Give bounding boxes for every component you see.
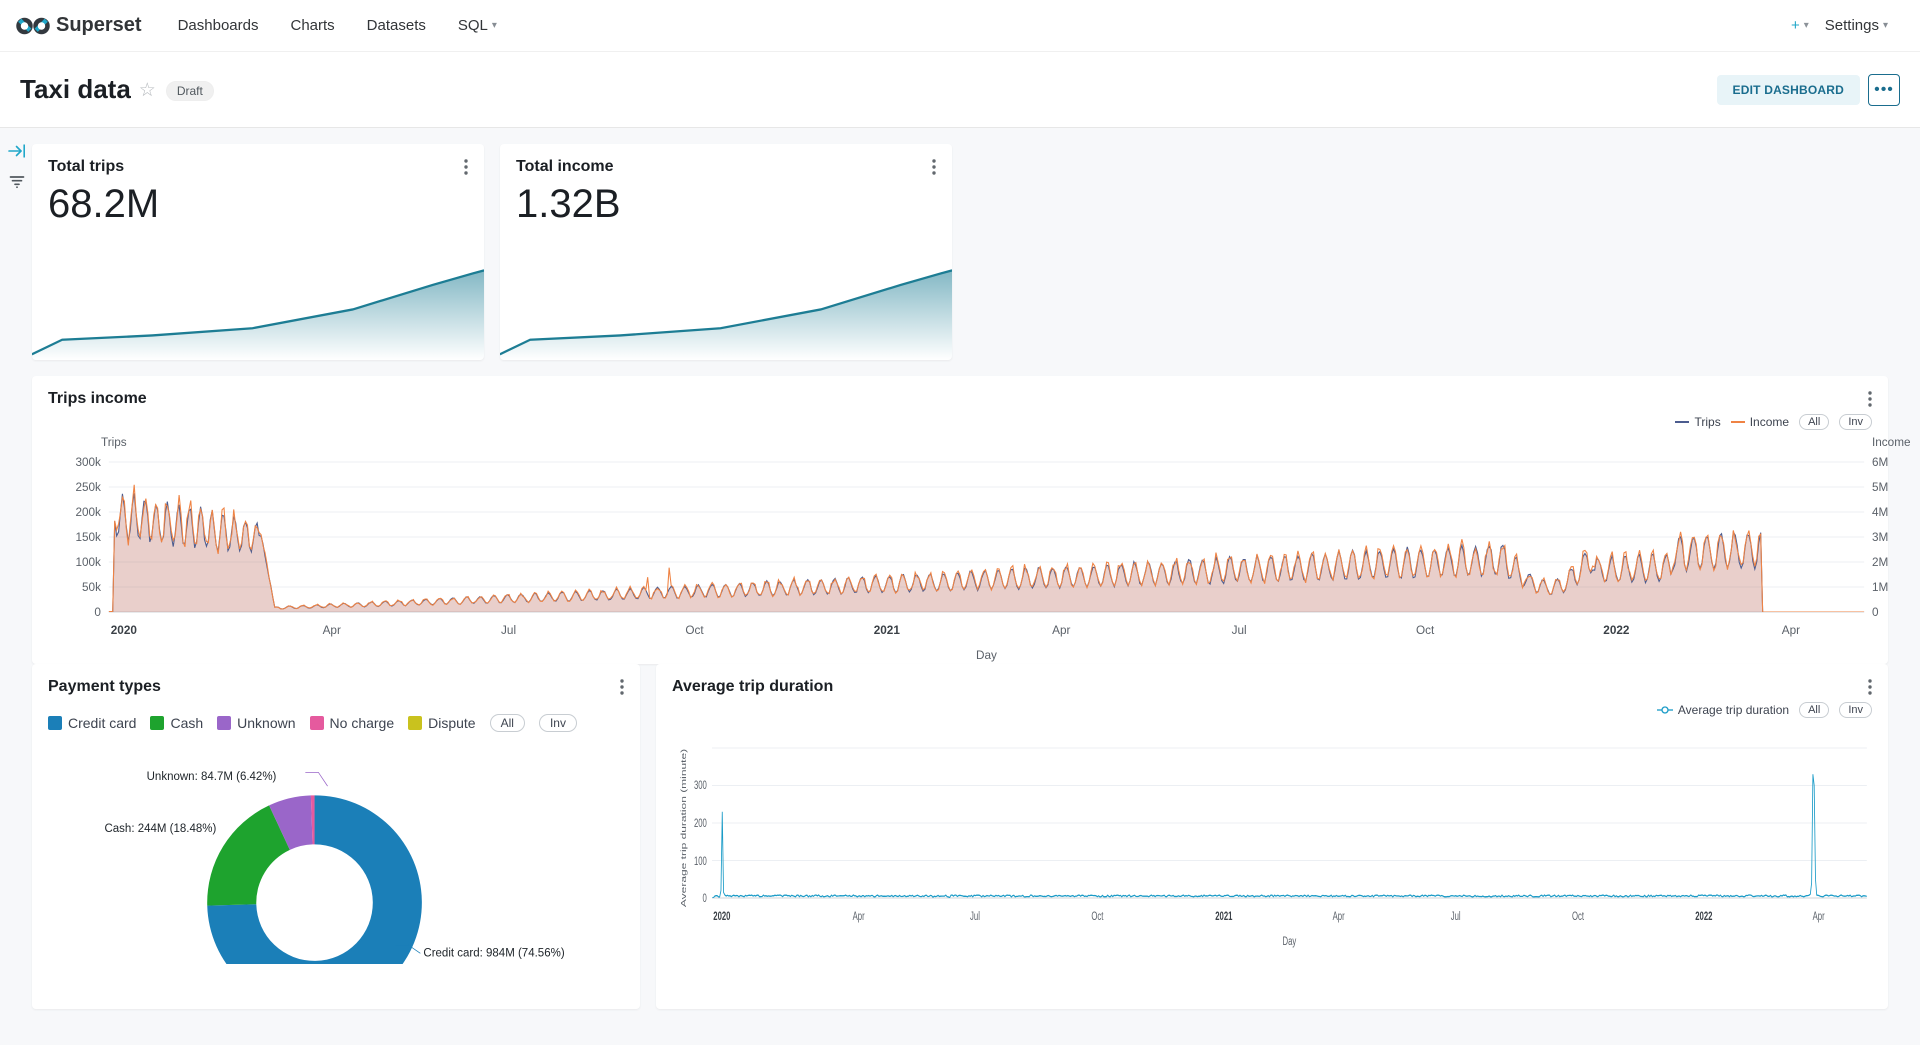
svg-text:Average trip duration (minute): Average trip duration (minute) <box>680 749 688 907</box>
svg-text:5M: 5M <box>1872 480 1888 494</box>
svg-text:Oct: Oct <box>685 623 704 637</box>
svg-text:Apr: Apr <box>1813 910 1826 923</box>
svg-text:Jul: Jul <box>501 623 516 637</box>
svg-text:Credit card: 984M (74.56%): Credit card: 984M (74.56%) <box>423 947 564 959</box>
svg-text:Apr: Apr <box>1052 623 1070 637</box>
svg-text:Trips: Trips <box>101 435 127 449</box>
svg-text:Day: Day <box>1283 935 1297 948</box>
svg-text:Jul: Jul <box>1451 910 1461 923</box>
svg-text:100k: 100k <box>75 555 101 569</box>
svg-text:2020: 2020 <box>111 623 138 637</box>
svg-text:0: 0 <box>94 605 101 619</box>
svg-text:Oct: Oct <box>1572 910 1584 923</box>
svg-text:200k: 200k <box>75 505 101 519</box>
svg-text:Apr: Apr <box>1782 623 1800 637</box>
svg-text:Cash: 244M (18.48%): Cash: 244M (18.48%) <box>104 823 216 835</box>
svg-text:Jul: Jul <box>970 910 980 923</box>
svg-text:Oct: Oct <box>1416 623 1435 637</box>
svg-text:300k: 300k <box>75 455 101 469</box>
svg-text:2020: 2020 <box>713 910 730 923</box>
svg-text:Jul: Jul <box>1232 623 1247 637</box>
svg-text:6M: 6M <box>1872 455 1888 469</box>
svg-text:Oct: Oct <box>1091 910 1103 923</box>
svg-text:2021: 2021 <box>1215 910 1232 923</box>
svg-text:250k: 250k <box>75 480 101 494</box>
svg-text:1M: 1M <box>1872 580 1888 594</box>
svg-text:2022: 2022 <box>1695 910 1712 923</box>
svg-text:2M: 2M <box>1872 555 1888 569</box>
svg-text:0: 0 <box>703 892 708 905</box>
svg-text:100: 100 <box>694 855 707 868</box>
svg-text:Apr: Apr <box>853 910 866 923</box>
svg-text:Unknown: 84.7M (6.42%): Unknown: 84.7M (6.42%) <box>147 771 277 783</box>
svg-text:50k: 50k <box>82 580 101 594</box>
svg-text:Day: Day <box>976 648 997 662</box>
svg-text:200: 200 <box>694 817 707 830</box>
svg-text:2021: 2021 <box>874 623 901 637</box>
svg-text:2022: 2022 <box>1603 623 1630 637</box>
svg-text:0: 0 <box>1872 605 1879 619</box>
svg-text:150k: 150k <box>75 530 101 544</box>
svg-text:Apr: Apr <box>323 623 341 637</box>
svg-text:Income: Income <box>1872 435 1911 449</box>
svg-text:300: 300 <box>694 779 707 792</box>
svg-text:4M: 4M <box>1872 505 1888 519</box>
svg-text:Apr: Apr <box>1333 910 1346 923</box>
svg-text:3M: 3M <box>1872 530 1888 544</box>
